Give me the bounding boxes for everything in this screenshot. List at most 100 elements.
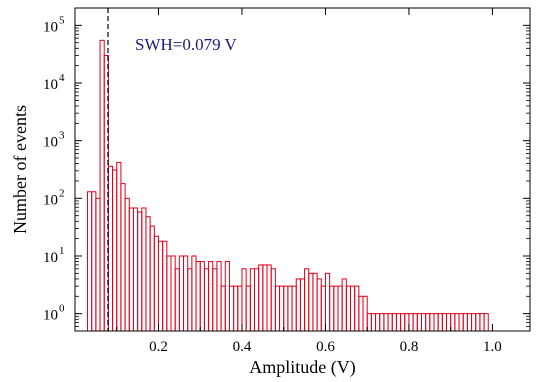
y-tick-label: 10 <box>43 135 58 151</box>
histogram-bar <box>483 313 489 332</box>
histogram-bar <box>475 313 481 332</box>
x-tick-label: 1.0 <box>483 339 502 355</box>
histogram-bar <box>437 313 443 332</box>
y-tick-exponent: 3 <box>59 130 65 142</box>
y-axis-label: Number of events <box>10 105 30 234</box>
histogram-bar <box>341 278 347 332</box>
swh-annotation: SWH=0.079 V <box>135 35 238 54</box>
histogram-bar <box>174 268 180 332</box>
histogram-bar <box>324 272 331 332</box>
histogram-bar <box>91 191 97 332</box>
histogram-bar <box>187 268 193 332</box>
histogram-bar <box>375 313 381 332</box>
y-tick-exponent: 4 <box>59 72 65 84</box>
histogram-bar <box>95 197 101 332</box>
histogram-bar <box>166 255 172 332</box>
histogram-bar <box>291 285 297 332</box>
histogram-bar <box>320 285 326 332</box>
histogram-bar <box>425 313 431 332</box>
histogram-bar <box>153 235 159 332</box>
histogram-bar <box>262 264 268 332</box>
histogram-bar <box>224 261 230 332</box>
histogram-bar <box>274 285 281 332</box>
histogram-bar <box>245 285 251 332</box>
plot-frame <box>74 7 531 332</box>
histogram-bar <box>228 285 235 332</box>
x-tick-label: 0.6 <box>316 339 335 355</box>
histogram-bar <box>270 268 276 332</box>
y-tick-exponent: 0 <box>59 303 65 315</box>
histogram-bar <box>358 295 364 332</box>
histogram-bar <box>429 313 435 332</box>
histogram-bar <box>404 313 410 332</box>
histogram-bar <box>279 285 285 332</box>
histogram-bar <box>287 285 293 332</box>
histogram-bar <box>366 313 372 332</box>
histogram-bar <box>454 313 460 332</box>
histogram-bar <box>149 225 155 332</box>
histogram-bar <box>120 183 126 332</box>
histogram-bar <box>141 207 147 332</box>
histogram-bar <box>395 313 402 332</box>
histogram-bar <box>157 240 164 332</box>
x-axis-label: Amplitude (V) <box>249 357 355 378</box>
histogram-bar <box>450 313 456 332</box>
y-tick-exponent: 1 <box>59 245 65 257</box>
histogram-bar <box>466 313 473 332</box>
histogram-bar <box>370 313 377 332</box>
histogram-bar <box>203 268 210 332</box>
histogram-bar <box>178 255 185 332</box>
histogram-bar <box>408 313 414 332</box>
histogram-bar <box>416 313 422 332</box>
histogram-bar <box>254 268 260 332</box>
histogram-bar <box>116 161 122 332</box>
histogram-bar <box>124 197 130 332</box>
histogram-bar <box>383 313 389 332</box>
histogram-bar <box>216 261 222 332</box>
histogram-bar <box>441 313 448 332</box>
histogram-bar <box>191 255 197 332</box>
y-tick-exponent: 5 <box>59 14 65 26</box>
histogram-bar <box>87 191 93 332</box>
histogram-bar <box>312 272 318 332</box>
histogram-bar <box>329 285 335 332</box>
histogram-bar <box>333 285 339 332</box>
histogram-bar <box>137 211 143 332</box>
histogram-bar <box>237 285 243 332</box>
histogram-bar <box>387 313 393 332</box>
histogram-bar <box>412 313 418 332</box>
x-tick-label: 0.4 <box>233 339 252 355</box>
histogram-bar <box>400 313 406 332</box>
histogram-bar <box>199 261 205 332</box>
histogram-bar <box>132 207 139 332</box>
histogram-bar <box>258 264 264 332</box>
histogram-bar <box>183 255 189 332</box>
histogram-bar <box>304 268 310 332</box>
histogram-bar <box>420 313 427 332</box>
histogram-bar <box>283 285 289 332</box>
histogram-bar <box>458 313 464 332</box>
histogram-bar <box>145 216 151 332</box>
histogram-bar <box>266 264 272 332</box>
histogram-bar <box>345 285 351 332</box>
histogram-bar <box>295 278 301 332</box>
histogram-bar <box>112 169 118 332</box>
histogram-bar <box>195 261 201 332</box>
histogram-bar <box>308 272 314 332</box>
histogram-bar <box>128 207 134 332</box>
histogram-bar <box>241 268 247 332</box>
histogram-bar <box>170 255 176 332</box>
histogram-bar <box>362 295 368 332</box>
histogram-bar <box>99 39 105 332</box>
x-tick-label: 0.8 <box>400 339 419 355</box>
histogram-bars <box>87 39 489 332</box>
x-axis-ticks: 0.2 0.4 0.6 0.8 1.0 <box>116 8 502 355</box>
histogram-bar <box>107 165 114 332</box>
x-tick-label: 0.2 <box>149 339 168 355</box>
histogram-bar <box>220 285 226 332</box>
y-tick-label: 10 <box>43 192 58 208</box>
histogram-bar <box>316 278 322 332</box>
y-tick-exponent: 2 <box>59 187 65 199</box>
